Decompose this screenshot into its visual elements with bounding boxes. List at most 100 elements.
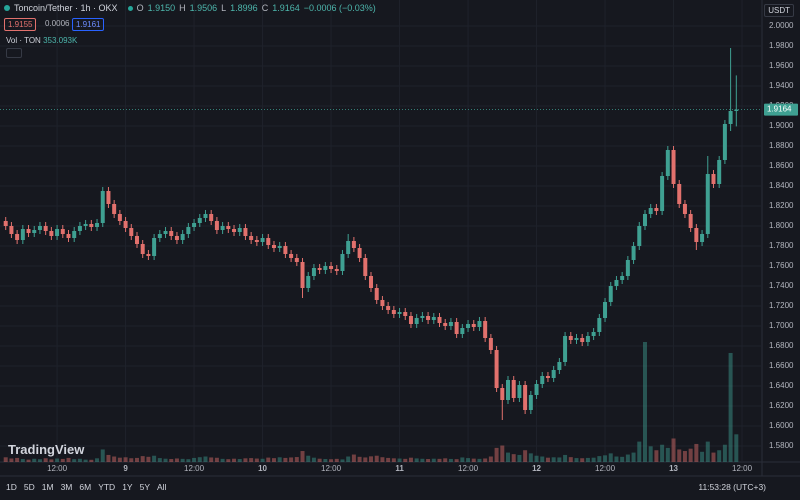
collapse-button[interactable] — [6, 48, 22, 58]
volume-bar — [454, 459, 459, 462]
volume-bar — [346, 456, 351, 462]
candle-body — [506, 380, 510, 400]
candle-body — [152, 238, 157, 256]
candle-body — [271, 245, 276, 248]
candle-body — [357, 248, 362, 258]
range-button[interactable]: All — [157, 482, 167, 492]
volume-bar — [443, 458, 448, 462]
volume-bar — [642, 342, 647, 462]
candle-body — [380, 300, 385, 306]
volume-bar — [3, 457, 8, 462]
range-button[interactable]: 1Y — [122, 482, 133, 492]
volume-bar — [523, 450, 528, 462]
volume-bar — [620, 456, 625, 462]
volume-bar — [306, 455, 311, 462]
candle-body — [437, 317, 442, 323]
candle-body — [460, 328, 465, 334]
volume-bar — [374, 455, 379, 462]
candle-body — [391, 310, 396, 314]
candle-body — [3, 221, 8, 226]
range-button[interactable]: 5D — [23, 482, 35, 492]
volume-bar — [334, 458, 339, 462]
volume-bar — [180, 458, 185, 462]
candle-body — [43, 226, 48, 231]
volume-bar — [157, 458, 162, 462]
volume-bar — [705, 441, 710, 462]
candle-body — [448, 322, 453, 326]
candle-body — [728, 111, 733, 124]
volume-bar — [55, 458, 60, 462]
volume-bar — [369, 456, 374, 462]
candle-body — [72, 231, 77, 238]
candle-body — [631, 246, 636, 260]
range-button[interactable]: 6M — [79, 482, 92, 492]
candle-body — [323, 266, 328, 270]
volume-bar — [545, 457, 550, 462]
candle-body — [488, 338, 493, 350]
volume-bar — [89, 459, 94, 462]
candle-body — [83, 224, 88, 226]
candle-body — [220, 226, 225, 230]
volume-bar — [289, 457, 294, 462]
candle-body — [306, 276, 311, 288]
volume-bar — [43, 458, 48, 462]
candle-body — [26, 229, 31, 233]
candle-body — [722, 124, 727, 160]
volume-bar — [169, 459, 174, 462]
volume-bar — [471, 458, 476, 462]
volume-bar — [146, 456, 151, 462]
y-tick-label: 1.6000 — [769, 421, 794, 430]
ask[interactable]: 1.9161 — [72, 18, 105, 31]
range-button[interactable]: 3M — [60, 482, 73, 492]
candle-body — [431, 317, 436, 320]
range-button[interactable]: 5Y — [139, 482, 150, 492]
range-button[interactable]: YTD — [98, 482, 116, 492]
volume-bar — [717, 450, 722, 462]
currency[interactable]: USDT — [764, 4, 794, 17]
candle-body — [477, 321, 482, 327]
volume-bar — [534, 455, 539, 462]
volume-bar — [363, 457, 368, 462]
candle-body — [112, 204, 117, 214]
volume-bar — [329, 459, 334, 462]
volume-bar — [123, 457, 128, 462]
x-tick-label: 11 — [395, 464, 404, 473]
candle-body — [226, 226, 231, 229]
volume-bar — [192, 457, 197, 462]
candle-body — [568, 336, 573, 340]
volume-bar — [420, 458, 425, 462]
y-tick-label: 1.7000 — [769, 321, 794, 330]
ohlc-value: 1.9164 — [272, 3, 300, 13]
volume-bar — [9, 458, 14, 462]
volume-bar — [260, 458, 265, 462]
volume-bar — [380, 457, 385, 462]
candle-body — [517, 385, 522, 398]
candle-body — [346, 241, 351, 254]
candle-body — [100, 191, 105, 223]
volume-bar — [66, 457, 71, 462]
candle-body — [186, 227, 191, 234]
range-button[interactable]: 1D — [6, 482, 17, 492]
candle-body — [397, 312, 402, 314]
candle-body — [351, 241, 356, 248]
x-tick-label: 12:00 — [732, 464, 753, 473]
y-tick-label: 1.9400 — [769, 81, 794, 90]
volume-bar — [460, 457, 465, 462]
candle-body — [340, 254, 345, 271]
volume-legend: Vol · TON 353.093K — [6, 36, 77, 45]
candle-body — [705, 174, 710, 234]
candle-body — [89, 224, 94, 227]
volume-bar — [700, 451, 705, 462]
candle-body — [614, 280, 619, 286]
candle-body — [20, 229, 25, 240]
x-tick-label: 12:00 — [47, 464, 68, 473]
candle-body — [386, 306, 391, 310]
range-button[interactable]: 1M — [41, 482, 54, 492]
candle-body — [494, 350, 499, 388]
bid[interactable]: 1.9155 — [4, 18, 37, 31]
y-tick-label: 1.7200 — [769, 301, 794, 310]
candle-body — [363, 258, 368, 276]
clock: 11:53:28 (UTC+3) — [698, 482, 766, 492]
